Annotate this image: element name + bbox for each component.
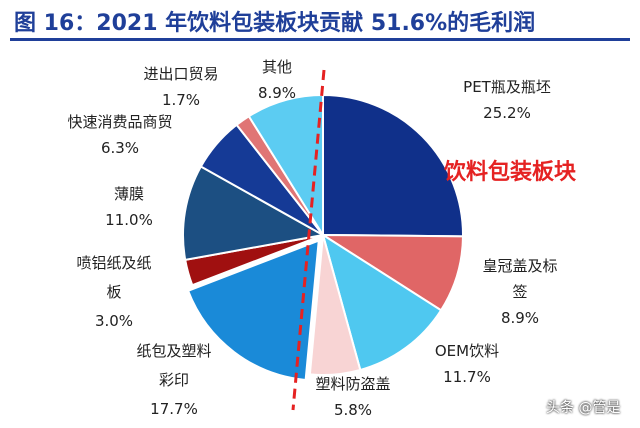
- slice-name-label: OEM饮料: [435, 342, 499, 360]
- slice-value-label: 17.7%: [150, 400, 198, 418]
- slice-name-label: 喷铝纸及纸: [76, 254, 151, 272]
- pie-slice: [322, 93, 464, 238]
- segment-divider-line: [291, 69, 326, 411]
- slice-value-label: 25.2%: [483, 104, 531, 122]
- chart-title: 图 16：2021 年饮料包装板块贡献 51.6%的毛利润: [14, 11, 536, 36]
- watermark: 头条 @管是: [546, 400, 621, 416]
- pie-slice: [182, 165, 326, 262]
- slice-value-label: 11.7%: [443, 368, 491, 386]
- slice-name-label: 进出口贸易: [143, 65, 218, 83]
- slice-name-label: 纸包及塑料: [136, 342, 211, 360]
- slice-name-label: 板: [106, 283, 121, 301]
- pie-slices: [182, 93, 465, 382]
- slice-name-label: 其他: [262, 58, 292, 76]
- title-bar: 图 16：2021 年饮料包装板块贡献 51.6%的毛利润: [0, 0, 640, 41]
- slice-value-label: 6.3%: [101, 139, 139, 157]
- pie-slice: [308, 234, 362, 376]
- title-underline: [10, 38, 630, 41]
- slice-name-label: 彩印: [159, 371, 189, 389]
- slice-value-label: 11.0%: [105, 211, 153, 229]
- slice-labels: PET瓶及瓶坯25.2%皇冠盖及标签8.9%OEM饮料11.7%塑料防盗盖5.8…: [67, 58, 557, 419]
- slice-name-label: 薄膜: [114, 185, 144, 203]
- pie-slice: [321, 232, 443, 372]
- slice-value-label: 1.7%: [162, 91, 200, 109]
- slice-name-label: 快速消费品商贸: [67, 113, 172, 131]
- slice-name-label: PET瓶及瓶坯: [463, 78, 551, 96]
- slice-value-label: 8.9%: [258, 84, 296, 102]
- slice-value-label: 8.9%: [501, 309, 539, 327]
- pie-slice: [186, 239, 320, 382]
- slice-name-label: 塑料防盗盖: [315, 375, 390, 393]
- slice-name-label: 皇冠盖及标: [482, 257, 557, 275]
- slice-value-label: 5.8%: [334, 401, 372, 419]
- segment-highlight-label: 饮料包装板块: [443, 159, 577, 185]
- slice-value-label: 3.0%: [95, 312, 133, 330]
- slice-name-label: 签: [512, 283, 527, 301]
